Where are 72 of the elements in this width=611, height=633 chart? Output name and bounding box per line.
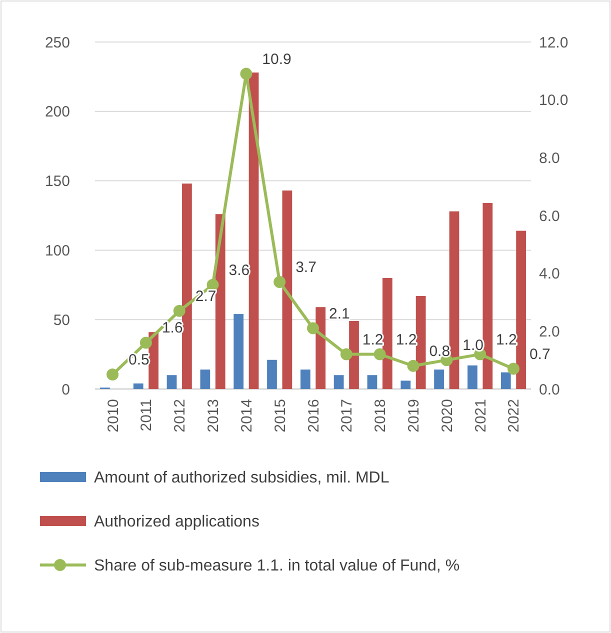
bar [182, 184, 192, 389]
bar [316, 307, 326, 389]
data-label: 2.7 [195, 288, 216, 305]
bar [367, 375, 378, 389]
x-tick-label: 2016 [305, 399, 322, 432]
bar [248, 72, 259, 389]
point [106, 368, 119, 381]
point [240, 68, 252, 80]
point [507, 362, 520, 375]
x-tick-label: 2021 [472, 399, 490, 432]
y2-tick-label: 8.0 [539, 150, 560, 167]
legend-label: Authorized applications [94, 514, 260, 531]
x-tick-label: 2017 [338, 399, 356, 432]
bar [500, 372, 511, 389]
x-tick-label: 2015 [272, 399, 289, 432]
data-label: 0.7 [529, 346, 550, 363]
bar [200, 370, 210, 389]
data-label: 3.7 [296, 259, 316, 276]
y2-tick-label: 12.0 [539, 34, 568, 52]
bar [482, 203, 493, 389]
point [140, 336, 152, 349]
data-label: 2.1 [329, 305, 350, 322]
bar [133, 383, 144, 389]
y2-tick-label: 6.0 [539, 208, 560, 225]
bar [468, 365, 478, 389]
x-tick-label: 2018 [372, 399, 390, 432]
point [374, 348, 386, 360]
y2-tick-label: 2.0 [539, 323, 560, 340]
x-tick-label: 2012 [172, 399, 189, 432]
bar [300, 370, 310, 389]
bar [166, 375, 177, 389]
data-label: 3.6 [228, 262, 250, 279]
bar [449, 211, 460, 389]
y-tick-label: 250 [44, 34, 70, 52]
data-label: 0.8 [429, 342, 450, 360]
bar [416, 296, 426, 389]
bar [234, 314, 244, 389]
bar [282, 190, 292, 389]
y-tick-label: 200 [44, 104, 70, 121]
x-tick-label: 2014 [238, 399, 256, 432]
point [340, 348, 352, 360]
legend-label: Share of sub-measure 1.1. in total value of Fund, % [94, 558, 460, 575]
point [206, 278, 219, 291]
x-tick-label: 2020 [438, 399, 456, 432]
y-tick-label: 0 [62, 381, 70, 398]
data-label: 1.0 [462, 337, 484, 354]
point [307, 322, 319, 334]
y-tick-label: 150 [44, 173, 70, 190]
data-label: 1.2 [362, 331, 384, 348]
bar [516, 230, 526, 389]
y2-tick-label: 10.0 [539, 92, 568, 110]
data-label: 1.2 [396, 331, 417, 348]
point [173, 304, 186, 317]
x-tick-label: 2019 [405, 399, 422, 432]
y-tick-label: 100 [44, 242, 70, 260]
bar [382, 278, 392, 389]
x-tick-label: 2010 [104, 399, 122, 432]
x-tick-label: 2013 [205, 399, 222, 432]
point [274, 276, 286, 288]
bar [267, 360, 277, 389]
data-label: 10.9 [262, 50, 292, 68]
x-tick-label: 2022 [506, 399, 523, 432]
legend-label: Amount of authorized subsidies, mil. MDL [94, 470, 390, 487]
bar [400, 380, 411, 389]
y-tick-label: 50 [53, 312, 70, 329]
point [407, 360, 420, 372]
y2-tick-label: 4.0 [539, 266, 560, 283]
bar [434, 370, 444, 389]
x-tick-label: 2011 [138, 399, 156, 432]
y2-tick-label: 0.0 [539, 381, 560, 398]
bar [349, 320, 359, 389]
bar [334, 375, 344, 389]
